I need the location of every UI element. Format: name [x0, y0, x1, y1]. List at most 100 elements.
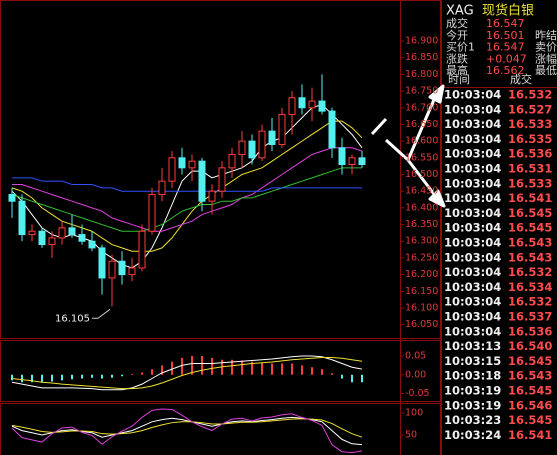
trade-time: 10:03:04	[444, 132, 501, 146]
candle-body	[338, 147, 346, 165]
indicator-line	[11, 418, 363, 438]
trade-time: 10:03:04	[444, 250, 501, 264]
candle-body	[18, 200, 26, 236]
candle-body	[328, 110, 336, 149]
trade-time: 10:03:19	[444, 384, 501, 398]
candle-body	[218, 167, 226, 192]
symbol: XAG	[446, 4, 474, 19]
trade-time: 10:03:04	[444, 147, 501, 161]
trade-price: 16.536	[508, 147, 552, 161]
y-tick-label: 16.750	[405, 86, 438, 97]
trade-price: 16.545	[508, 413, 552, 427]
trade-price: 16.531	[508, 162, 552, 176]
y-tick-label: 16.150	[405, 286, 438, 297]
trade-price: 16.540	[508, 339, 552, 353]
indicator-line	[12, 177, 362, 192]
quote-value: 16.501	[486, 29, 525, 42]
candle-body	[348, 157, 356, 165]
arrows	[370, 84, 446, 208]
candle-body	[188, 160, 196, 169]
trade-price: 16.537	[508, 310, 552, 324]
trade-price: 16.545	[508, 354, 552, 368]
candle-body	[208, 190, 216, 202]
quote-value: +0.047	[486, 52, 527, 65]
quote-label: 成交	[446, 16, 468, 30]
y-tick-label: 16.650	[405, 119, 438, 130]
quote-label: 买价1	[446, 41, 475, 54]
quote-label: 今开	[446, 28, 468, 42]
y-tick-label: 16.350	[405, 219, 438, 230]
trade-price: 16.534	[508, 280, 552, 294]
trade-price: 16.541	[508, 428, 552, 442]
candle-body	[278, 113, 286, 145]
trade-time: 10:03:04	[444, 117, 501, 131]
indicator-line	[11, 355, 363, 391]
trade-price: 16.543	[508, 369, 552, 383]
candle-body	[298, 97, 306, 109]
y-tick-label: 0.00	[405, 369, 426, 380]
candle-body	[248, 140, 256, 159]
candle-body	[268, 130, 276, 145]
trade-time: 10:03:04	[444, 295, 501, 309]
y-tick-label: -0.05	[405, 388, 430, 399]
trade-time: 10:03:04	[444, 280, 501, 294]
y-tick-label: 16.100	[405, 302, 438, 313]
indicator-line	[11, 120, 363, 252]
trade-price: 16.532	[508, 295, 552, 309]
quote-label: 最高	[446, 63, 468, 77]
candle-body	[78, 234, 86, 242]
column-header: 时间	[448, 73, 470, 86]
trade-time: 10:03:04	[444, 324, 501, 338]
y-tick-label: 100	[405, 408, 423, 419]
chart-kdj	[11, 408, 363, 454]
trade-price: 16.545	[508, 221, 552, 235]
candle-body	[118, 260, 126, 276]
trade-price: 16.533	[508, 117, 552, 131]
candle-body	[8, 194, 16, 202]
quote-value: 16.547	[486, 17, 525, 30]
trade-price: 16.532	[508, 88, 552, 102]
candle-body	[98, 247, 106, 279]
indicator-line	[11, 103, 363, 269]
candle-body	[288, 97, 296, 115]
candle-body	[68, 227, 76, 236]
y-tick-label: 16.800	[405, 69, 438, 80]
trade-time: 10:03:15	[444, 354, 501, 368]
candle-body	[48, 237, 56, 246]
candle-body	[108, 260, 116, 279]
trade-time: 10:03:23	[444, 413, 501, 427]
low-annotation: 16.105	[55, 313, 90, 324]
indicator-line	[11, 408, 363, 454]
candle-body	[308, 100, 316, 109]
candle-body	[258, 130, 266, 159]
quote-label: 卖价	[535, 41, 557, 54]
y-tick-label: 16.450	[405, 186, 438, 197]
y-tick-label: 16.850	[405, 52, 438, 63]
candle-body	[358, 157, 366, 165]
trade-time: 10:03:18	[444, 369, 501, 383]
indicator-line	[12, 147, 363, 232]
annotation-leader	[92, 308, 111, 319]
quote-label: 昨结	[535, 29, 557, 42]
arrow	[406, 159, 439, 199]
trade-time: 10:03:13	[444, 339, 501, 353]
trade-price: 16.545	[508, 206, 552, 220]
y-tick-label: 50	[405, 429, 417, 440]
quote-value: 16.562	[486, 64, 525, 77]
trade-time: 10:03:24	[444, 428, 501, 442]
trade-time: 10:03:04	[444, 162, 501, 176]
y-tick-label: 16.200	[405, 269, 438, 280]
trade-price: 16.533	[508, 176, 552, 190]
instrument-name: 现货白银	[482, 3, 534, 19]
candle-body	[158, 180, 166, 196]
candle-body	[88, 240, 96, 249]
chart-candlestick: 16.105	[8, 74, 366, 324]
y-tick-label: 16.900	[405, 36, 438, 47]
indicator-line	[11, 357, 363, 390]
y-tick-label: 16.550	[405, 152, 438, 163]
candle-body	[38, 230, 46, 246]
